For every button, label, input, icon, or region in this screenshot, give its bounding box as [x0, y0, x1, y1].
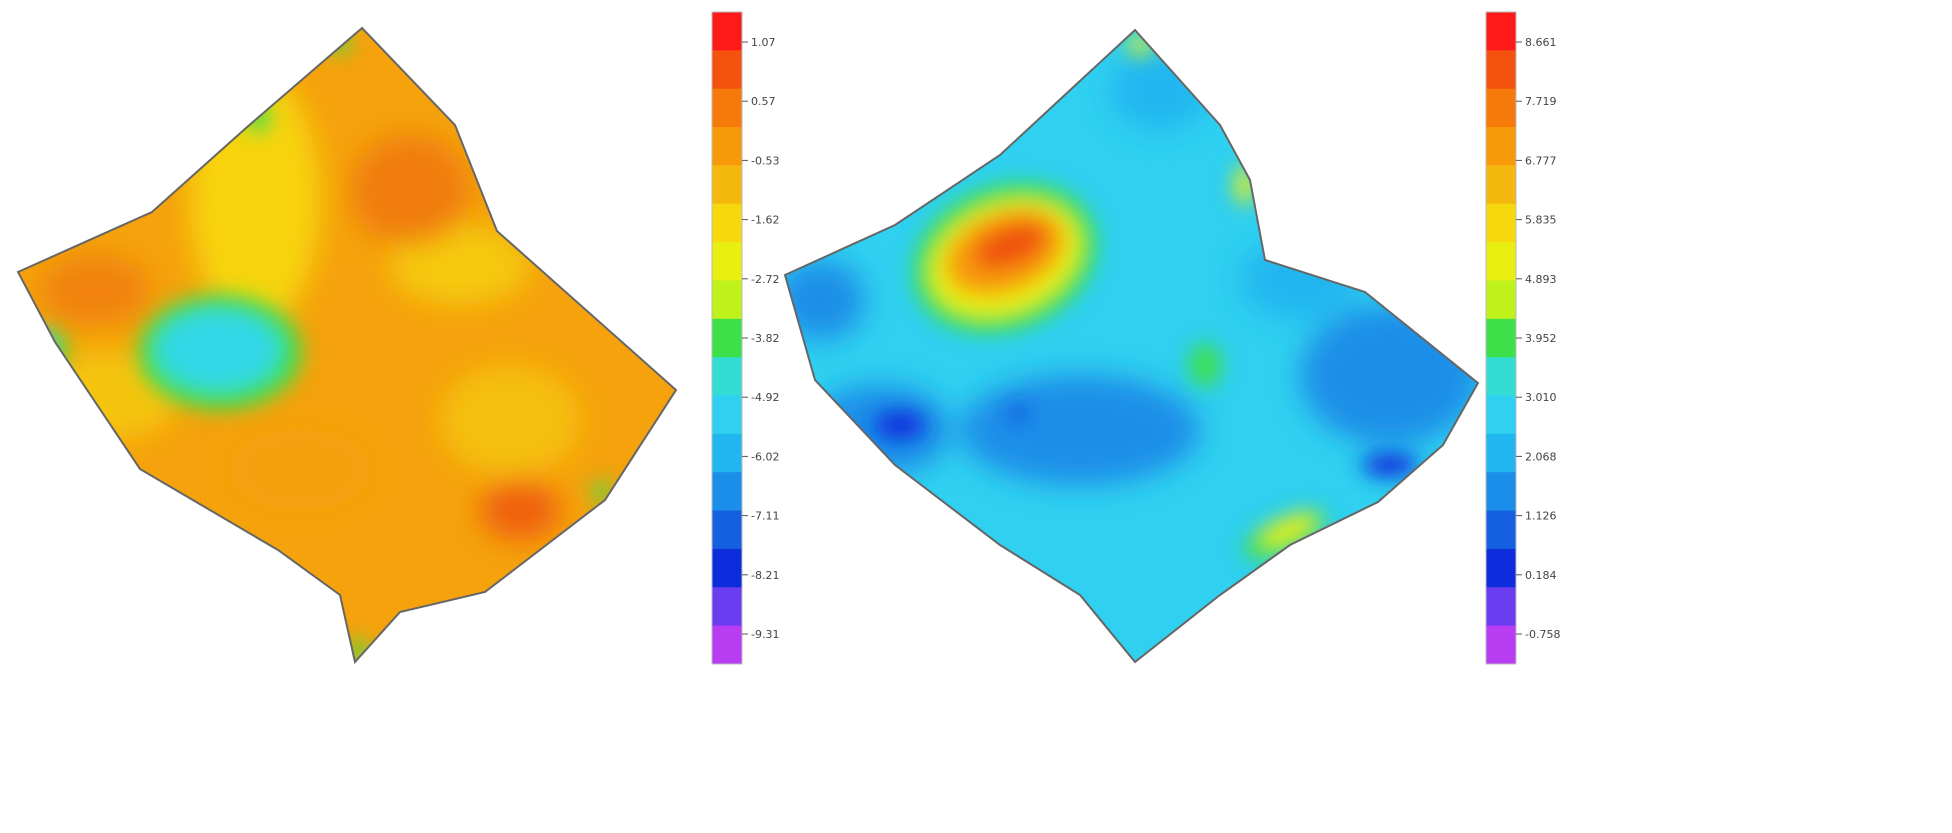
right-colorbar-tick-label: 6.777	[1525, 154, 1557, 167]
left-colorbar-segment	[712, 625, 742, 665]
left-colorbar-segment	[712, 165, 742, 205]
left-colorbar-tick-label: -4.92	[751, 391, 779, 404]
right-colorbar: 8.661 7.719 6.777 5.835 4.893 3.952 3.010 2.068…	[1485, 11, 1560, 665]
right-colorbar-segment	[1486, 395, 1516, 435]
left-colorbar-segment	[712, 318, 742, 358]
left-field-region	[40, 255, 150, 325]
right-field-region	[1300, 305, 1478, 445]
right-colorbar-segment	[1486, 472, 1516, 512]
left-colorbar-segment	[712, 127, 742, 166]
left-colorbar-tick-label: -7.11	[751, 510, 779, 523]
left-field-region	[190, 70, 320, 330]
right-field-region	[973, 222, 1047, 270]
right-colorbar-segment	[1486, 510, 1516, 550]
left-map-outline	[16, 26, 678, 665]
right-colorbar-tick-label: 1.126	[1525, 510, 1557, 523]
left-field-region	[230, 430, 370, 510]
left-colorbar-tick-label: -6.02	[751, 450, 779, 463]
right-field-region	[1189, 343, 1221, 387]
left-field-region	[440, 365, 580, 475]
right-contour-map	[783, 28, 1480, 664]
right-colorbar-tick-label: 0.184	[1525, 569, 1557, 582]
right-colorbar-segment	[1486, 625, 1516, 665]
right-colorbar-segment	[1486, 165, 1516, 205]
left-colorbar-segment	[712, 472, 742, 512]
left-field-region	[390, 225, 530, 305]
right-colorbar-tick-label: 4.893	[1525, 273, 1557, 286]
right-colorbar-segment	[1486, 203, 1516, 243]
right-field-region	[1240, 240, 1360, 320]
left-colorbar-tick-label: -3.82	[751, 332, 779, 345]
left-colorbar-segment	[712, 357, 742, 397]
left-colorbar-tick-label: -0.53	[751, 154, 779, 167]
left-colorbar-segment	[712, 50, 742, 90]
left-colorbar-segment	[712, 88, 742, 128]
left-contour-map	[16, 26, 678, 665]
right-colorbar-tick-label: 3.010	[1525, 391, 1557, 404]
left-colorbar-tick-label: -9.31	[751, 628, 779, 641]
right-colorbar-segment	[1486, 548, 1516, 588]
right-colorbar-segment	[1486, 50, 1516, 90]
left-colorbar-tick-label: -8.21	[751, 569, 779, 582]
left-colorbar-segment	[712, 280, 742, 320]
left-field-region	[480, 480, 560, 540]
left-colorbar-tick-label: -1.62	[751, 214, 779, 227]
right-colorbar-tick-label: -0.758	[1525, 628, 1560, 641]
left-colorbar-segment	[712, 433, 742, 473]
right-colorbar-tick-label: 2.068	[1525, 450, 1557, 463]
right-field-region	[1260, 514, 1316, 546]
left-colorbar-tick-label: -2.72	[751, 273, 779, 286]
left-colorbar-segment	[712, 395, 742, 435]
right-colorbar-tick-label: 3.952	[1525, 332, 1557, 345]
right-field-region	[875, 411, 925, 439]
left-field-region	[350, 135, 470, 245]
left-colorbar-segment	[712, 12, 742, 51]
left-colorbar-segment	[712, 548, 742, 588]
right-colorbar-segment	[1486, 88, 1516, 128]
left-colorbar-segment	[712, 510, 742, 550]
right-colorbar-segment	[1486, 242, 1516, 281]
right-colorbar-tick-label: 8.661	[1525, 36, 1557, 49]
right-colorbar-segment	[1486, 587, 1516, 627]
left-colorbar-segment	[712, 587, 742, 627]
right-colorbar-tick-label: 5.835	[1525, 214, 1557, 227]
right-colorbar-segment	[1486, 280, 1516, 320]
right-field-region	[1362, 453, 1418, 477]
right-map-outline	[783, 28, 1480, 664]
left-field-background	[18, 28, 676, 662]
right-colorbar-segment	[1486, 357, 1516, 397]
left-field-region	[26, 331, 50, 359]
left-colorbar: 1.07 0.57 -0.53 -1.62 -2.72 -3.82 -4.92 -6.02 -7…	[711, 11, 779, 665]
right-colorbar-segment	[1486, 127, 1516, 166]
right-colorbar-segment	[1486, 433, 1516, 473]
right-colorbar-segment	[1486, 318, 1516, 358]
right-field-region	[1110, 50, 1210, 130]
left-colorbar-segment	[712, 242, 742, 281]
right-colorbar-segment	[1486, 12, 1516, 51]
right-colorbar-tick-label: 7.719	[1525, 95, 1557, 108]
right-field-region	[960, 375, 1200, 485]
left-colorbar-tick-label: 1.07	[751, 36, 776, 49]
right-field-region	[1010, 406, 1026, 418]
right-field-region	[785, 260, 865, 340]
left-colorbar-tick-label: 0.57	[751, 95, 776, 108]
left-colorbar-segment	[712, 203, 742, 243]
left-field-region	[156, 310, 280, 390]
